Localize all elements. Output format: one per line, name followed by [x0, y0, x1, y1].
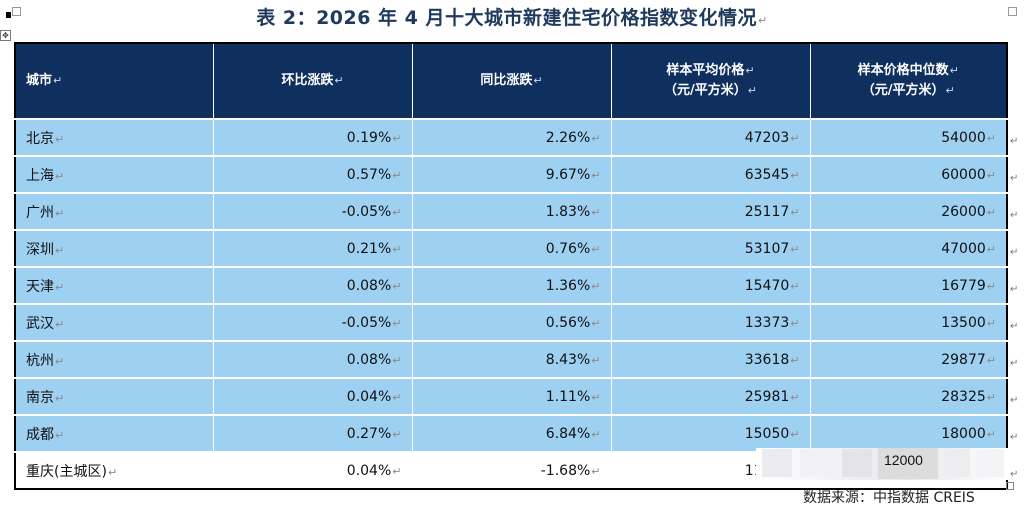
cell-city: 成都↵: [15, 414, 214, 452]
table-row: 上海↵ 0.57%↵ 9.67%↵ 63545↵ 60000↵: [15, 155, 1007, 193]
cell-yoy: 1.11%↵: [412, 377, 612, 415]
header-city: 城市↵: [15, 43, 214, 119]
cell-avg: 25117↵: [611, 192, 811, 230]
cell-mom: 0.04%↵: [213, 377, 413, 415]
cell-city: 武汉↵: [15, 303, 214, 341]
row-end-mark: ↵: [1010, 136, 1019, 147]
table-row: 北京↵ 0.19%↵ 2.26%↵ 47203↵ 54000↵: [15, 118, 1007, 156]
cell-mom: 0.57%↵: [213, 155, 413, 193]
cell-yoy: 6.84%↵: [412, 414, 612, 452]
cell-yoy: 0.76%↵: [412, 229, 612, 267]
cell-median: 18000↵: [810, 414, 1007, 452]
cell-yoy: 0.56%↵: [412, 303, 612, 341]
cell-city: 北京↵: [15, 118, 214, 156]
header-median-price: 样本价格中位数↵ （元/平方米）↵: [810, 43, 1007, 119]
cell-yoy: 8.43%↵: [412, 340, 612, 378]
cell-avg: 15050↵: [611, 414, 811, 452]
header-avg-price: 样本平均价格↵ （元/平方米）↵: [611, 43, 811, 119]
source-note: 数据来源：中指数据 CREIS: [803, 490, 975, 506]
table-row: 杭州↵ 0.08%↵ 8.43%↵ 33618↵ 29877↵: [15, 340, 1007, 378]
table-row: 成都↵ 0.27%↵ 6.84%↵ 15050↵ 18000↵: [15, 414, 1007, 452]
row-end-mark: ↵: [1010, 321, 1019, 332]
move-handle-icon[interactable]: ✥: [0, 30, 11, 41]
cell-avg: 33618↵: [611, 340, 811, 378]
redaction-block: [762, 449, 792, 477]
cell-city: 上海↵: [15, 155, 214, 193]
row-end-mark: ↵: [1010, 284, 1019, 295]
crop-mark-icon: [1008, 7, 1017, 16]
header-mom: 环比涨跌↵: [213, 43, 413, 119]
cell-mom: 0.21%↵: [213, 229, 413, 267]
row-end-mark: ↵: [1010, 469, 1019, 480]
cell-median: 13500↵: [810, 303, 1007, 341]
cell-city: 深圳↵: [15, 229, 214, 267]
cell-avg: 25981↵: [611, 377, 811, 415]
redaction-block: [976, 449, 1004, 477]
cell-avg: 13373↵: [611, 303, 811, 341]
cell-median: 28325↵: [810, 377, 1007, 415]
cell-median: 26000↵: [810, 192, 1007, 230]
cell-city: 南京↵: [15, 377, 214, 415]
row-end-mark: ↵: [1010, 210, 1019, 221]
cell-yoy: 1.36%↵: [412, 266, 612, 304]
cell-city: 杭州↵: [15, 340, 214, 378]
cell-avg: 15470↵: [611, 266, 811, 304]
cell-avg: 63545↵: [611, 155, 811, 193]
table-title: 表 2：2026 年 4 月十大城市新建住宅价格指数变化情况↵: [256, 7, 768, 29]
table-row: 深圳↵ 0.21%↵ 0.76%↵ 53107↵ 47000↵: [15, 229, 1007, 267]
selection-handle-icon[interactable]: [1006, 482, 1014, 490]
cell-mom: 0.08%↵: [213, 266, 413, 304]
table-row: 天津↵ 0.08%↵ 1.36%↵ 15470↵ 16779↵: [15, 266, 1007, 304]
bullet-mark: [6, 12, 11, 18]
redaction-block: [842, 449, 872, 477]
cell-median: 16779↵: [810, 266, 1007, 304]
cell-city: 天津↵: [15, 266, 214, 304]
row-end-mark: ↵: [1010, 395, 1019, 406]
cell-mom: 0.27%↵: [213, 414, 413, 452]
redaction-block: [944, 449, 970, 477]
cell-yoy: 1.83%↵: [412, 192, 612, 230]
cell-median: 60000↵: [810, 155, 1007, 193]
cell-city: 重庆(主城区)↵: [15, 451, 214, 489]
table-header-row: 城市↵ 环比涨跌↵ 同比涨跌↵ 样本平均价格↵ （元/平方米）↵ 样本价格中位数↵…: [15, 43, 1007, 119]
cell-median: 47000↵: [810, 229, 1007, 267]
row-end-mark: ↵: [1010, 247, 1019, 258]
table-row: 南京↵ 0.04%↵ 1.11%↵ 25981↵ 28325↵: [15, 377, 1007, 415]
cell-median: 54000↵: [810, 118, 1007, 156]
cell-yoy: -1.68%↵: [412, 451, 612, 489]
cell-avg: 53107↵: [611, 229, 811, 267]
row-end-mark: ↵: [1010, 432, 1019, 443]
cell-mom: 0.19%↵: [213, 118, 413, 156]
cell-yoy: 2.26%↵: [412, 118, 612, 156]
redaction-block: [878, 448, 938, 479]
crop-mark-icon: [12, 7, 21, 16]
header-yoy: 同比涨跌↵: [412, 43, 612, 119]
row-end-mark: ↵: [1010, 358, 1019, 369]
table-row: 广州↵ -0.05%↵ 1.83%↵ 25117↵ 26000↵: [15, 192, 1007, 230]
cell-city: 广州↵: [15, 192, 214, 230]
redaction-block: [800, 449, 834, 477]
table-row: 武汉↵ -0.05%↵ 0.56%↵ 13373↵ 13500↵: [15, 303, 1007, 341]
cell-mom: 0.08%↵: [213, 340, 413, 378]
price-index-table: 城市↵ 环比涨跌↵ 同比涨跌↵ 样本平均价格↵ （元/平方米）↵ 样本价格中位数↵…: [14, 42, 1008, 490]
cell-avg: 47203↵: [611, 118, 811, 156]
cell-mom: -0.05%↵: [213, 303, 413, 341]
median-overlay-value: 12000: [884, 452, 923, 468]
cell-median: 29877↵: [810, 340, 1007, 378]
cell-yoy: 9.67%↵: [412, 155, 612, 193]
cell-mom: -0.05%↵: [213, 192, 413, 230]
row-end-mark: ↵: [1010, 173, 1019, 184]
cell-mom: 0.04%↵: [213, 451, 413, 489]
